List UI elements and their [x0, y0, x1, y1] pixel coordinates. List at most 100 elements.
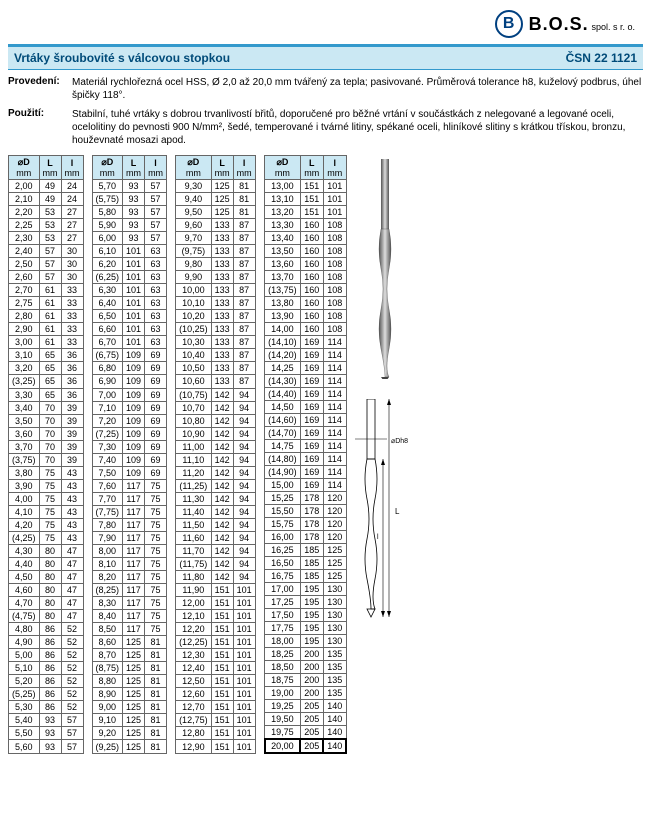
dim-d-label: ⌀Dh8	[391, 438, 408, 445]
table-row: 17,75195130	[265, 622, 347, 635]
table-cell: 178	[300, 531, 323, 544]
table-row: 10,2013387	[176, 310, 256, 323]
table-cell: 81	[145, 688, 167, 701]
table-cell: 6,20	[92, 258, 123, 271]
table-cell: 15,00	[265, 479, 301, 492]
table-cell: 185	[300, 544, 323, 557]
table-cell: 125	[123, 714, 145, 727]
table-cell: 125	[123, 740, 145, 754]
table-cell: 142	[211, 453, 233, 466]
table-row: 5,008652	[9, 649, 84, 662]
table-cell: 5,80	[92, 206, 123, 219]
table-cell: 5,20	[9, 675, 40, 688]
table-cell: 101	[123, 258, 145, 271]
table-cell: 33	[61, 297, 83, 310]
table-cell: 120	[323, 518, 346, 531]
table-cell: 2,25	[9, 219, 40, 232]
table-cell: 133	[211, 271, 233, 284]
table-cell: 87	[233, 271, 255, 284]
table-cell: 200	[300, 648, 323, 661]
table-cell: 43	[61, 518, 83, 531]
table-row: 11,1014294	[176, 453, 256, 466]
table-row: 14,25169114	[265, 362, 347, 375]
table-cell: 93	[39, 727, 61, 740]
table-cell: 101	[233, 714, 255, 727]
table-cell: 135	[323, 661, 346, 674]
table-row: 6,5010163	[92, 310, 167, 323]
table-cell: 13,80	[265, 297, 301, 310]
table-cell: 142	[211, 401, 233, 414]
table-row: 9,3012581	[176, 180, 256, 193]
table-row: 14,00160108	[265, 323, 347, 336]
table-cell: 43	[61, 466, 83, 479]
table-cell: 11,00	[176, 440, 212, 453]
table-cell: 120	[323, 492, 346, 505]
table-cell: 19,50	[265, 713, 301, 726]
table-row: 8,0011775	[92, 544, 167, 557]
table-row: (10,25)13387	[176, 323, 256, 336]
table-cell: 7,10	[92, 401, 123, 414]
table-cell: 17,50	[265, 609, 301, 622]
table-cell: 8,50	[92, 623, 123, 636]
table-cell: 18,50	[265, 661, 301, 674]
table-row: 9,5012581	[176, 206, 256, 219]
table-cell: 81	[145, 714, 167, 727]
table-cell: 133	[211, 245, 233, 258]
table-cell: 52	[61, 623, 83, 636]
table-row: 3,106536	[9, 349, 84, 362]
table-cell: 133	[211, 219, 233, 232]
table-cell: 205	[300, 700, 323, 713]
table-cell: 10,70	[176, 401, 212, 414]
table-cell: 75	[145, 531, 167, 544]
table-cell: 114	[323, 466, 346, 479]
table-row: 5,909357	[92, 219, 167, 232]
table-cell: 109	[123, 466, 145, 479]
table-cell: 140	[323, 700, 346, 713]
table-cell: 6,70	[92, 336, 123, 349]
table-row: 13,50160108	[265, 245, 347, 258]
table-cell: 94	[233, 492, 255, 505]
table-cell: 117	[123, 610, 145, 623]
table-cell: 101	[233, 636, 255, 649]
table-cell: 8,60	[92, 636, 123, 649]
table-cell: 200	[300, 674, 323, 687]
table-cell: 75	[39, 466, 61, 479]
table-cell: 101	[233, 701, 255, 714]
desc-label: Provedení:	[8, 76, 72, 102]
table-row: 10,4013387	[176, 349, 256, 362]
table-cell: 87	[233, 349, 255, 362]
table-row: 11,3014294	[176, 492, 256, 505]
table-cell: 87	[233, 375, 255, 388]
table-row: 5,409357	[9, 714, 84, 727]
table-cell: 9,10	[92, 714, 123, 727]
table-row: 7,6011775	[92, 479, 167, 492]
table-cell: 2,10	[9, 193, 40, 206]
table-row: 7,9011775	[92, 531, 167, 544]
table-cell: 12,70	[176, 701, 212, 714]
table-cell: (7,75)	[92, 505, 123, 518]
table-row: (6,75)10969	[92, 349, 167, 362]
table-cell: 70	[39, 427, 61, 440]
table-cell: 52	[61, 688, 83, 701]
table-row: 9,0012581	[92, 701, 167, 714]
table-cell: 151	[211, 662, 233, 675]
table-cell: 9,70	[176, 232, 212, 245]
table-cell: 12,80	[176, 727, 212, 740]
table-row: 12,50151101	[176, 675, 256, 688]
table-cell: 195	[300, 609, 323, 622]
table-row: 18,75200135	[265, 674, 347, 687]
table-cell: 57	[39, 258, 61, 271]
table-row: 11,4014294	[176, 505, 256, 518]
table-cell: 43	[61, 492, 83, 505]
table-cell: 108	[323, 310, 346, 323]
table-cell: 80	[39, 583, 61, 596]
table-cell: 125	[123, 688, 145, 701]
table-cell: 49	[39, 180, 61, 193]
table-cell: 57	[61, 740, 83, 754]
table-cell: 9,40	[176, 193, 212, 206]
table-row: 7,5010969	[92, 466, 167, 479]
table-cell: 18,25	[265, 648, 301, 661]
table-row: (6,25)10163	[92, 271, 167, 284]
table-cell: 75	[145, 623, 167, 636]
table-cell: 17,75	[265, 622, 301, 635]
